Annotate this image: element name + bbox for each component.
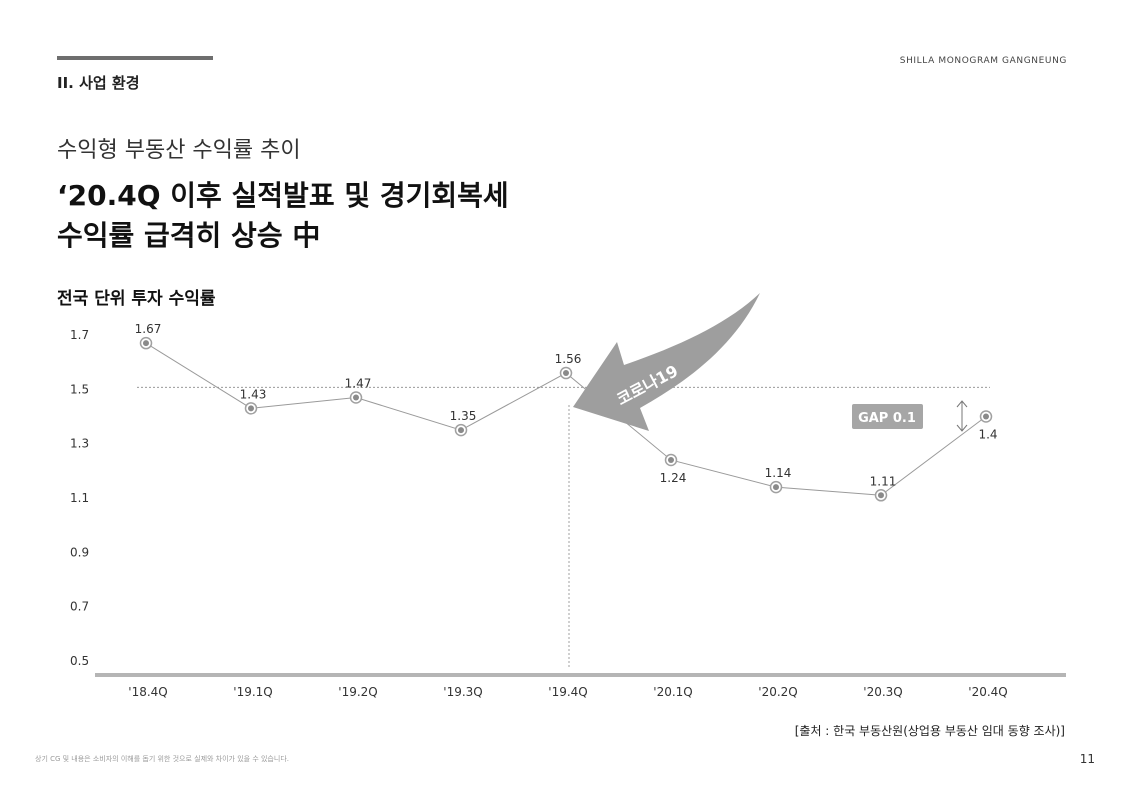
y-tick-label: 1.5 bbox=[70, 382, 89, 396]
x-axis-line bbox=[95, 673, 1066, 677]
gap-arrow-up-icon bbox=[956, 400, 968, 408]
headline-line-2: 수익률 급격히 상승 中 bbox=[57, 219, 321, 252]
x-tick-label: '19.4Q bbox=[548, 685, 587, 699]
data-point bbox=[874, 489, 888, 502]
data-point bbox=[664, 453, 678, 467]
data-point bbox=[244, 402, 258, 415]
x-tick-label: '20.2Q bbox=[758, 685, 797, 699]
data-label: 1.47 bbox=[345, 376, 372, 390]
y-tick-label: 0.9 bbox=[70, 545, 89, 559]
data-label: 1.4 bbox=[978, 428, 997, 442]
data-label: 1.11 bbox=[870, 474, 897, 488]
data-label: 1.56 bbox=[555, 352, 582, 366]
data-points bbox=[139, 336, 993, 502]
x-tick-label: '20.4Q bbox=[968, 685, 1007, 699]
chart-guides bbox=[137, 386, 990, 667]
section-title: II. 사업 환경 bbox=[57, 74, 140, 92]
x-tick-label: '20.1Q bbox=[653, 685, 692, 699]
page-subtitle: 수익형 부동산 수익률 추이 bbox=[57, 138, 301, 163]
gap-arrow-down-icon bbox=[956, 424, 968, 432]
y-tick-label: 1.3 bbox=[70, 437, 89, 451]
data-point bbox=[559, 366, 573, 380]
data-label: 1.24 bbox=[660, 471, 687, 485]
chart-label: 전국 단위 투자 수익률 bbox=[57, 289, 216, 309]
x-tick-label: '20.3Q bbox=[863, 685, 902, 699]
page-headline: ‘20.4Q 이후 실적발표 및 경기회복세 수익률 급격히 상승 中 bbox=[57, 176, 509, 256]
data-label: 1.14 bbox=[765, 466, 792, 480]
data-point bbox=[349, 391, 363, 404]
data-label: 1.35 bbox=[450, 409, 477, 423]
data-label: 1.67 bbox=[135, 322, 162, 336]
disclaimer: 상기 CG 및 내용은 소비자의 이해를 돕기 위한 것으로 실제와 차이가 있… bbox=[35, 755, 289, 763]
data-point bbox=[139, 336, 153, 350]
data-point-core bbox=[143, 340, 149, 347]
data-point bbox=[454, 423, 468, 437]
y-tick-label: 0.5 bbox=[70, 654, 89, 668]
data-point-core bbox=[248, 405, 254, 412]
x-tick-label: '19.1Q bbox=[233, 685, 272, 699]
data-point-core bbox=[983, 413, 989, 420]
x-axis: '18.4Q '19.1Q '19.2Q '19.3Q '19.4Q '20.1Q '20.… bbox=[95, 673, 1066, 699]
gap-bracket-icon bbox=[956, 400, 968, 432]
data-point-core bbox=[563, 370, 569, 377]
data-point-core bbox=[668, 456, 674, 463]
page-number: 11 bbox=[1079, 752, 1095, 766]
data-point bbox=[769, 480, 783, 494]
headline-line-1: ‘20.4Q 이후 실적발표 및 경기회복세 bbox=[57, 179, 509, 212]
data-label: 1.43 bbox=[240, 387, 267, 401]
y-tick-label: 1.7 bbox=[70, 328, 89, 342]
y-axis-ticks: 1.7 1.5 1.3 1.1 0.9 0.7 0.5 bbox=[70, 328, 89, 668]
x-tick-label: '19.2Q bbox=[338, 685, 377, 699]
top-accent-bar bbox=[57, 56, 213, 60]
data-point bbox=[979, 410, 993, 423]
brand-name: SHILLA MONOGRAM GANGNEUNG bbox=[899, 56, 1067, 66]
covid-arrow bbox=[573, 293, 760, 431]
data-point-core bbox=[878, 492, 884, 499]
data-point-core bbox=[458, 427, 464, 434]
data-point-core bbox=[353, 394, 359, 401]
x-tick-label: '18.4Q bbox=[128, 685, 167, 699]
data-labels: 1.67 1.43 1.47 1.35 1.56 1.24 1.14 1.11 1.4 bbox=[135, 322, 998, 488]
source-note: [출처 : 한국 부동산원(상업용 부동산 임대 동향 조사)] bbox=[794, 724, 1065, 738]
y-tick-label: 1.1 bbox=[70, 491, 89, 505]
gap-label: GAP 0.1 bbox=[858, 411, 916, 426]
x-tick-label: '19.3Q bbox=[443, 685, 482, 699]
data-point-core bbox=[773, 484, 779, 491]
y-tick-label: 0.7 bbox=[70, 600, 89, 614]
gap-box bbox=[852, 404, 923, 429]
